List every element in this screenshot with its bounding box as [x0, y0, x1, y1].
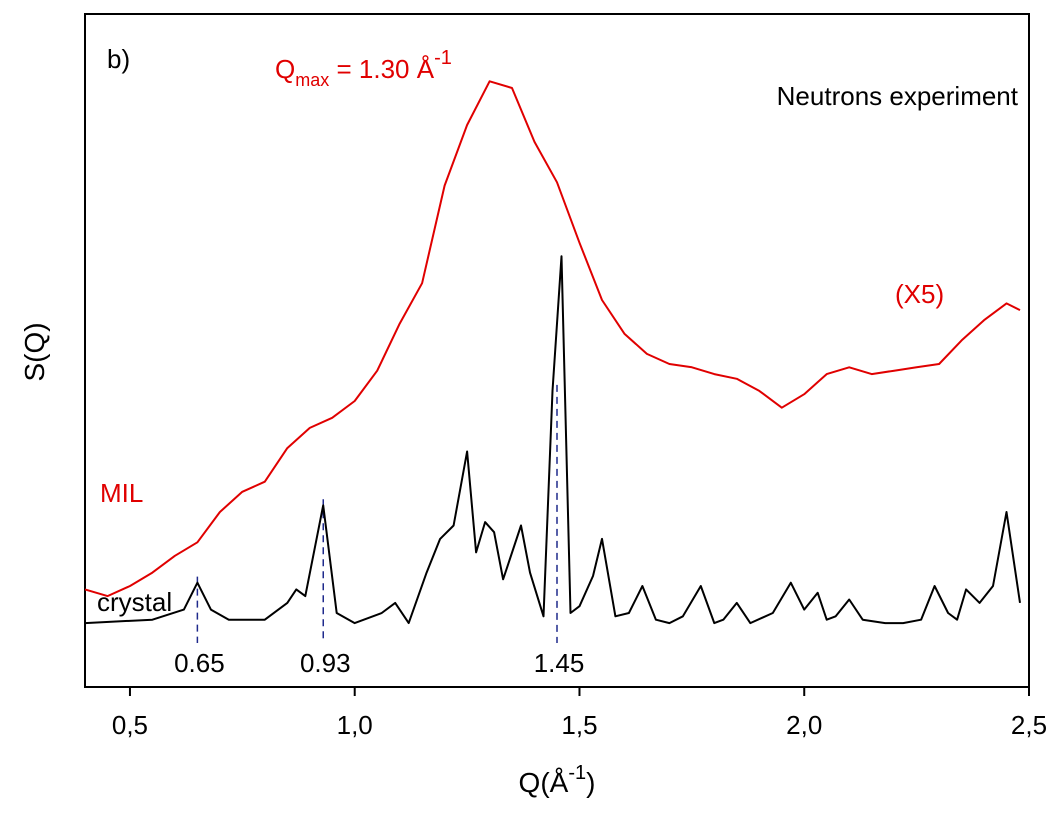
x-tick-label: 0,5	[112, 710, 148, 740]
panel-label: b)	[107, 44, 130, 74]
x-axis-label-text: Q(Å	[519, 767, 569, 798]
qmax-label: Qmax = 1.30 Å-1	[275, 47, 452, 90]
x-axis-label-close: )	[586, 767, 595, 798]
y-axis-label: S(Q)	[19, 322, 50, 381]
qmax-main: Q	[275, 54, 295, 84]
peak-marker-label: 0.93	[300, 648, 351, 678]
plot-frame	[84, 13, 1030, 688]
peak-marker-label: 1.45	[534, 648, 585, 678]
qmax-sub: max	[295, 70, 329, 90]
x-tick-label: 1,0	[337, 710, 373, 740]
peak-marker-label: 0.65	[174, 648, 225, 678]
scale-label: (X5)	[895, 279, 944, 309]
qmax-sup: -1	[434, 47, 452, 69]
x-tick-label: 2,0	[786, 710, 822, 740]
series-line-crystal	[84, 255, 1021, 625]
series-label-crystal: crystal	[97, 587, 172, 617]
x-axis-label: Q(Å-1)	[519, 762, 596, 798]
x-axis-label-sup: -1	[568, 762, 586, 784]
series-label-mil: MIL	[100, 478, 143, 508]
annotation-title: Neutrons experiment	[777, 81, 1019, 111]
series-line-MIL	[84, 80, 1021, 598]
qmax-rest: = 1.30 Å	[329, 54, 434, 84]
x-tick-label: 1,5	[561, 710, 597, 740]
x-tick-label: 2,5	[1011, 710, 1047, 740]
